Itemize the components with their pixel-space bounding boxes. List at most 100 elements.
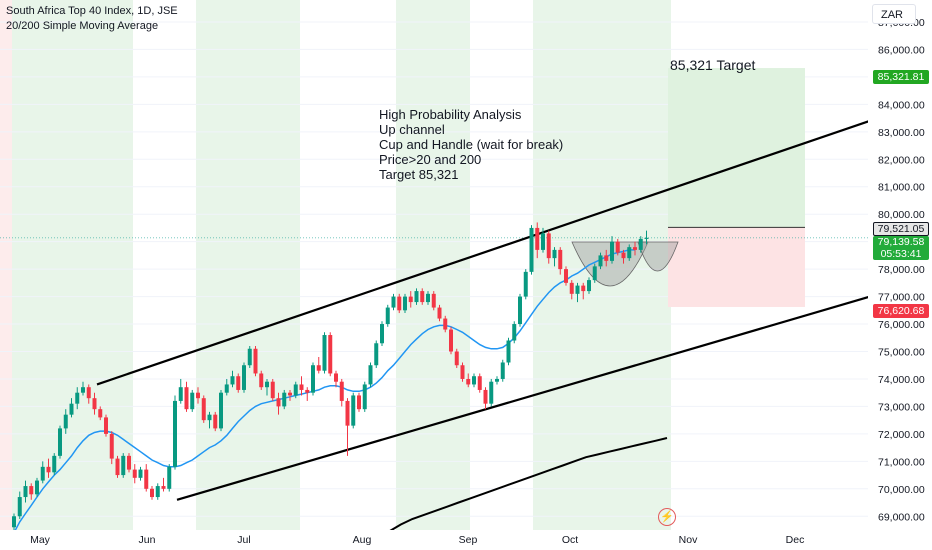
candle-body (368, 365, 373, 385)
candle-body (339, 381, 344, 401)
candle-body (523, 271, 528, 297)
candle-body (431, 293, 436, 308)
indicator-label[interactable]: 20/200 Simple Moving Average (6, 20, 159, 32)
candle-body (414, 291, 419, 303)
candle-body (115, 458, 120, 476)
current-price-tag: 79,139.58 05:53:41 (873, 236, 929, 260)
candle-body (391, 296, 396, 308)
candle-body (610, 241, 614, 261)
lightning-icon[interactable]: ⚡ (658, 508, 676, 526)
candle-body (598, 255, 603, 267)
candle-body (282, 392, 287, 407)
candle-body (403, 296, 407, 311)
candle-body (460, 365, 465, 379)
candle-body (443, 318, 448, 330)
y-tick-label: 70,000.00 (878, 484, 925, 496)
x-tick-label: Jul (237, 534, 250, 546)
candle-body (293, 384, 298, 396)
y-tick-label: 82,000.00 (878, 154, 925, 166)
analysis-line: Target 85,321 (379, 167, 459, 182)
y-tick-label: 75,000.00 (878, 347, 925, 359)
stop-zone (668, 227, 805, 307)
channel-lower-line (176, 295, 871, 501)
x-tick-label: Dec (786, 534, 805, 546)
candle-body (489, 381, 494, 404)
candle-body (29, 486, 34, 495)
candle-body (638, 238, 643, 250)
candle-body (236, 376, 241, 390)
candle-body (483, 389, 488, 404)
candle-body (575, 285, 580, 294)
candle-body (316, 365, 321, 371)
candle-body (40, 466, 45, 481)
candle-body (104, 417, 108, 434)
candle-body (150, 488, 154, 498)
candle-body (247, 348, 252, 366)
candle-body (190, 392, 195, 410)
candle-body (230, 376, 235, 385)
y-tick-label: 84,000.00 (878, 99, 925, 111)
candle-body (506, 340, 511, 363)
candle-body (259, 373, 264, 388)
candle-body (362, 384, 367, 410)
analysis-line: Up channel (379, 122, 445, 137)
candle-body (121, 455, 126, 476)
candle-body (201, 398, 206, 421)
y-tick-label: 74,000.00 (878, 374, 925, 386)
y-tick-label: 80,000.00 (878, 209, 925, 221)
x-tick-label: Nov (679, 534, 698, 546)
analysis-note[interactable]: High Probability Analysis Up channel Cup… (379, 107, 563, 182)
candle-body (52, 455, 57, 473)
candle-body (98, 409, 103, 418)
candle-body (305, 389, 310, 393)
candle-body (569, 282, 574, 294)
candle-body (397, 296, 402, 311)
candle-body (167, 466, 172, 489)
candle-body (454, 351, 459, 366)
candle-body (621, 252, 626, 259)
resistance-price-tag: 79,521.05 (873, 222, 929, 236)
candle-body (546, 233, 551, 259)
candle-body (512, 324, 517, 341)
stop-price-tag: 76,620.68 (873, 304, 929, 318)
countdown-timer: 05:53:41 (880, 248, 922, 260)
candle-body (92, 398, 97, 410)
candle-body (17, 497, 22, 517)
x-tick-label: Sep (459, 534, 478, 546)
candle-body (644, 237, 649, 239)
y-tick-label: 71,000.00 (878, 456, 925, 468)
candle-body (437, 307, 442, 319)
target-label[interactable]: 85,321 Target (670, 57, 756, 73)
candle-body (604, 255, 609, 261)
candle-body (12, 516, 16, 528)
y-tick-label: 72,000.00 (878, 429, 925, 441)
candle-body (219, 392, 223, 429)
y-tick-label: 76,000.00 (878, 319, 925, 331)
candle-body (426, 293, 430, 303)
candle-body (173, 400, 177, 467)
candle-body (23, 486, 28, 498)
x-tick-label: Aug (353, 534, 372, 546)
price-axis (868, 0, 932, 550)
candle-body (196, 392, 200, 399)
candle-body (587, 280, 591, 292)
candle-body (276, 398, 281, 407)
candle-body (627, 247, 632, 259)
current-price-value: 79,139.58 (877, 236, 925, 248)
candle-body (518, 296, 522, 325)
candle-body (242, 365, 246, 390)
target-price-tag: 85,321.81 (873, 70, 929, 84)
candle-body (334, 373, 338, 382)
candle-body (155, 486, 160, 498)
currency-button[interactable]: ZAR (872, 4, 916, 24)
candle-body (311, 365, 315, 393)
session-shade (196, 0, 300, 530)
analysis-line: High Probability Analysis (379, 107, 522, 122)
candle-body (265, 381, 269, 388)
candle-body (178, 387, 183, 401)
candle-body (35, 480, 39, 495)
y-tick-label: 78,000.00 (878, 264, 925, 276)
candle-body (592, 266, 597, 281)
